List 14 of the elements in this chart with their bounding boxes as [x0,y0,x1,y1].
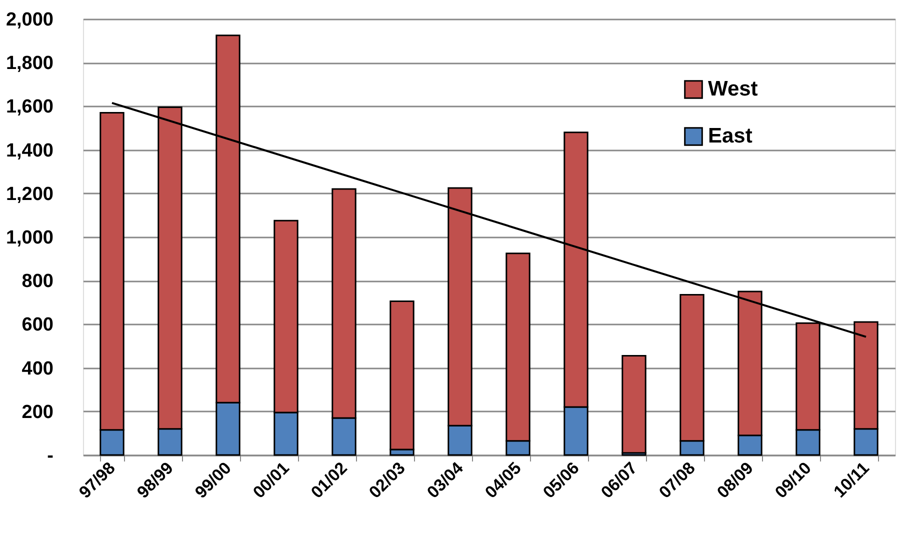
y-tick-label: - [47,446,54,466]
y-tick-label: 1,800 [6,53,54,74]
y-tick-label: 2,000 [6,10,54,30]
y-tick-label: 1,000 [6,228,54,248]
y-tick-label: 1,600 [6,96,54,118]
y-tick-label: 200 [22,402,54,423]
bar [622,355,646,454]
y-tick-label: 600 [22,314,54,336]
y-tick-label: 1,200 [6,184,54,205]
y-tick-label: 400 [22,358,54,380]
legend-label: East [708,124,752,148]
y-tick-label: 1,400 [6,140,54,162]
legend-label: West [708,78,758,100]
y-tick-label: 800 [22,271,54,292]
